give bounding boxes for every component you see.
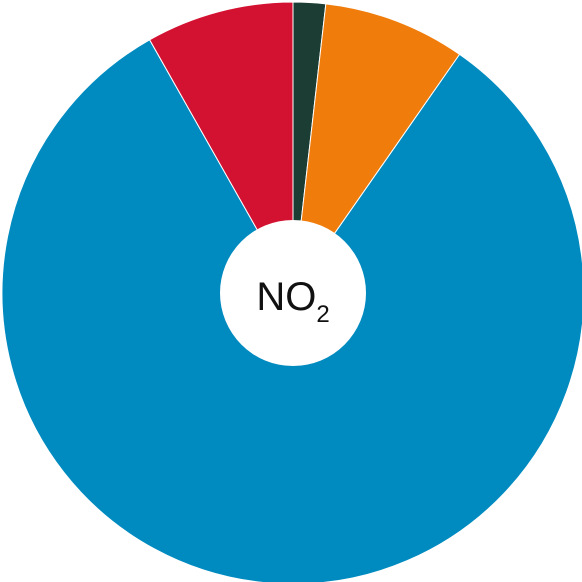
center-label-subscript: 2	[316, 301, 329, 328]
pie-slice-4	[148, 1, 294, 295]
center-label: NO2	[256, 275, 329, 328]
center-label-main: NO	[256, 275, 316, 319]
donut-hole	[220, 220, 366, 366]
pie-slice-2	[292, 3, 461, 294]
